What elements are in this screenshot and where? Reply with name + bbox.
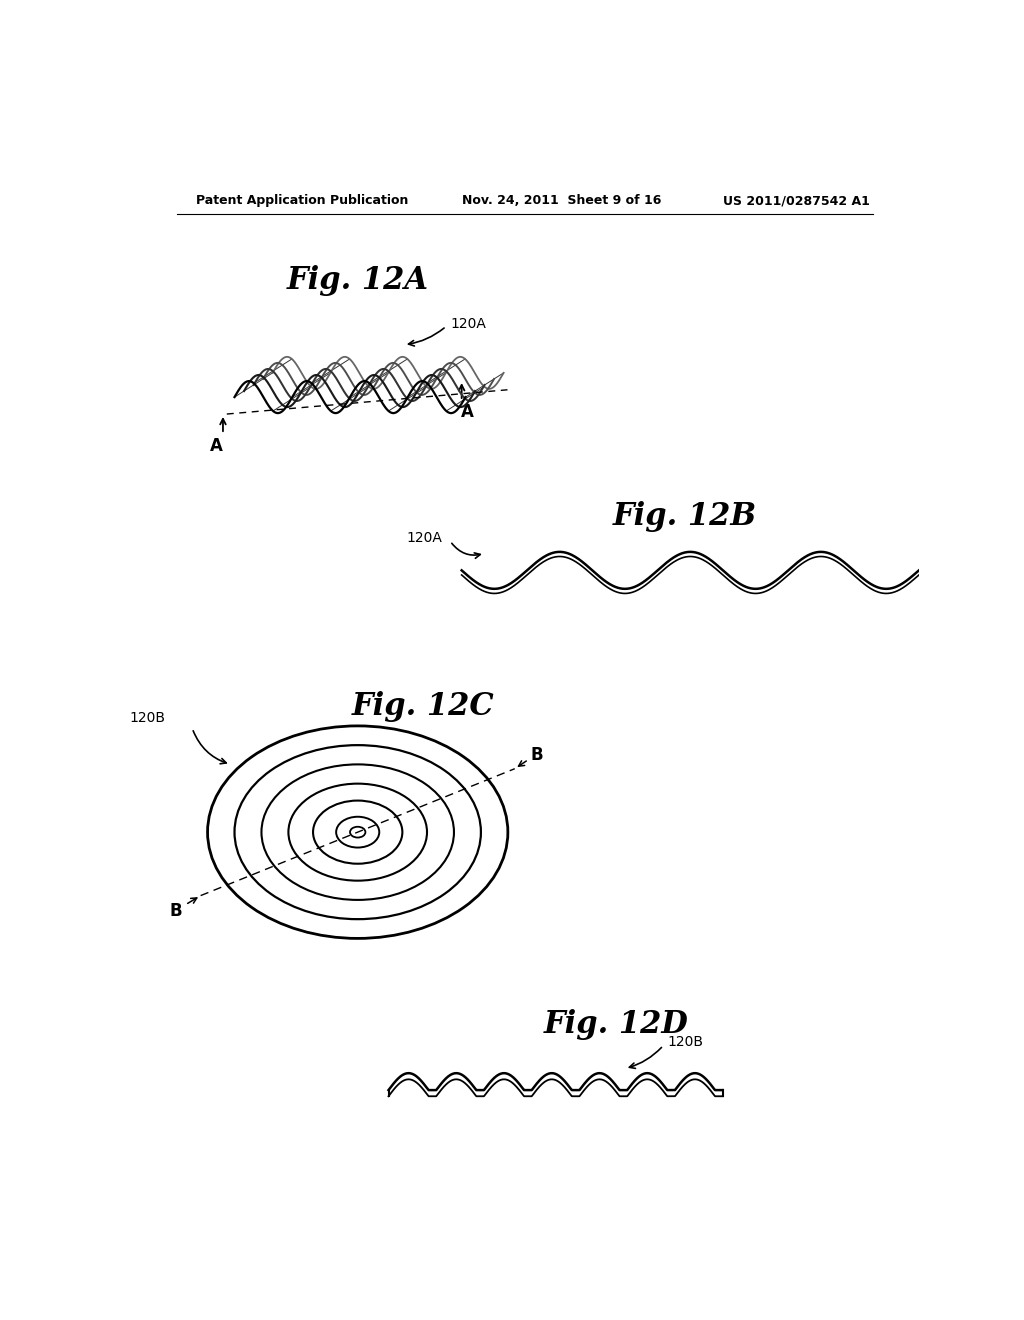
Text: A: A (461, 404, 473, 421)
Text: Fig. 12A: Fig. 12A (287, 264, 429, 296)
Text: 120B: 120B (129, 711, 165, 725)
Text: Fig. 12D: Fig. 12D (543, 1010, 688, 1040)
Text: Patent Application Publication: Patent Application Publication (196, 194, 409, 207)
Text: Fig. 12B: Fig. 12B (613, 502, 757, 532)
Text: B: B (170, 902, 182, 920)
Text: 120B: 120B (668, 1035, 703, 1048)
Text: B: B (530, 746, 543, 764)
Text: 120A: 120A (407, 531, 442, 545)
Text: US 2011/0287542 A1: US 2011/0287542 A1 (723, 194, 869, 207)
Text: Nov. 24, 2011  Sheet 9 of 16: Nov. 24, 2011 Sheet 9 of 16 (462, 194, 662, 207)
Text: 120A: 120A (451, 317, 486, 331)
Text: A: A (210, 437, 222, 455)
Text: Fig. 12C: Fig. 12C (352, 692, 495, 722)
